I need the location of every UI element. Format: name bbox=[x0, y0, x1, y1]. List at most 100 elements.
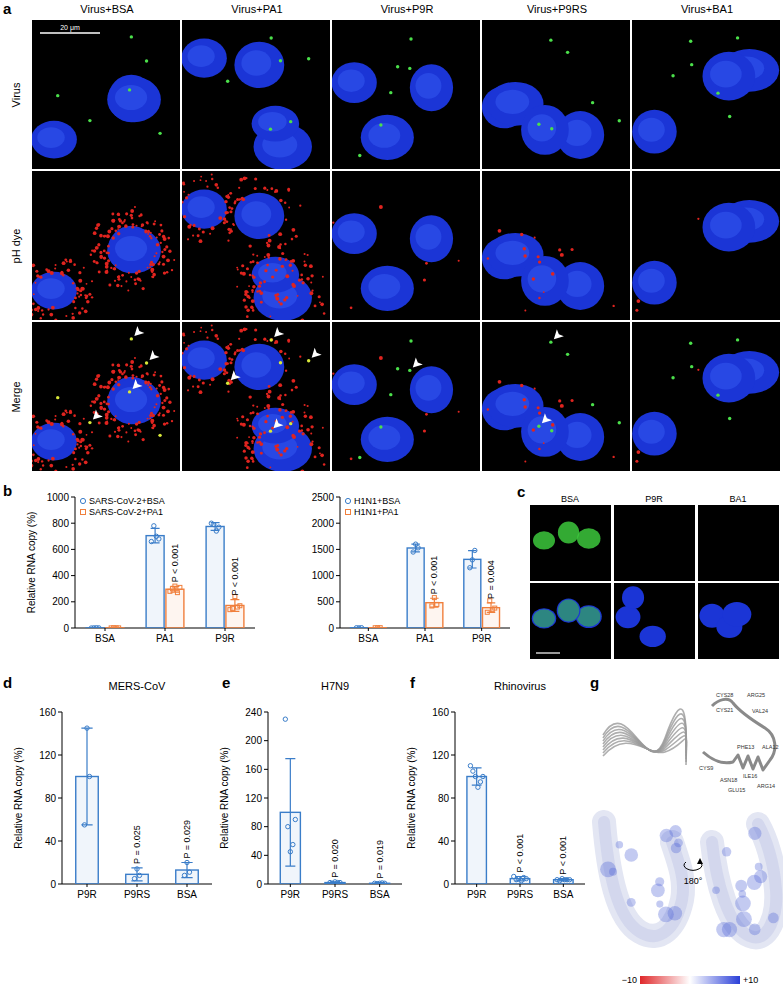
virus-dot bbox=[689, 40, 692, 43]
ph-dot bbox=[138, 270, 141, 273]
ph-dot bbox=[151, 263, 155, 267]
ph-dot bbox=[32, 309, 33, 312]
structure-ribbon bbox=[703, 699, 775, 770]
ph-dot bbox=[537, 255, 540, 258]
ph-dot bbox=[192, 235, 194, 237]
micrograph bbox=[632, 171, 780, 320]
nucleus bbox=[722, 602, 751, 627]
ph-dot bbox=[111, 370, 115, 374]
ph-dot bbox=[243, 299, 246, 302]
micrograph bbox=[530, 583, 611, 659]
ph-dot bbox=[35, 282, 37, 284]
error-bar bbox=[285, 759, 295, 867]
ph-dot bbox=[107, 230, 111, 234]
nucleus bbox=[234, 42, 284, 88]
nucleus-texture bbox=[258, 263, 287, 283]
y-tick bbox=[264, 798, 268, 799]
ph-dot bbox=[76, 288, 79, 291]
ph-dot bbox=[150, 232, 152, 234]
ph-dot bbox=[120, 285, 122, 287]
ph-dot bbox=[132, 374, 135, 377]
y-tick bbox=[264, 884, 268, 885]
ph-dot bbox=[108, 283, 111, 286]
ph-dot bbox=[160, 375, 163, 378]
ph-dot bbox=[125, 212, 128, 215]
y-tick bbox=[71, 601, 75, 602]
ph-dot bbox=[166, 422, 169, 425]
ph-dot bbox=[274, 189, 278, 193]
y-tick-label: 240 bbox=[245, 707, 262, 718]
ph-dot bbox=[103, 386, 106, 389]
y-tick bbox=[264, 826, 268, 827]
ph-dot bbox=[187, 389, 189, 391]
ph-dot bbox=[304, 253, 306, 255]
nucleus-texture bbox=[258, 112, 287, 132]
virus-dot bbox=[279, 361, 282, 364]
ph-dot bbox=[227, 347, 230, 350]
y-tick bbox=[264, 855, 268, 856]
virus-dot bbox=[618, 119, 621, 122]
ph-dot bbox=[167, 388, 170, 391]
nucleus bbox=[622, 586, 644, 609]
virus-dot bbox=[358, 456, 361, 459]
ph-dot bbox=[524, 310, 526, 312]
nucleus-texture bbox=[368, 123, 400, 148]
ph-dot bbox=[35, 270, 38, 273]
ph-dot bbox=[113, 268, 115, 270]
ph-dot bbox=[299, 205, 301, 207]
x-tick-label: P9R bbox=[281, 889, 300, 900]
ph-dot bbox=[242, 423, 246, 427]
virus-dot bbox=[550, 127, 553, 130]
ph-dot bbox=[55, 415, 57, 417]
ph-dot bbox=[285, 447, 288, 450]
data-point bbox=[173, 584, 177, 588]
ph-dot bbox=[280, 453, 283, 456]
ph-dot bbox=[244, 441, 248, 445]
ph-dot bbox=[254, 328, 257, 331]
ph-dot bbox=[171, 269, 173, 271]
ph-dot bbox=[151, 276, 153, 278]
nucleus-texture bbox=[241, 352, 271, 377]
ph-dot bbox=[281, 403, 284, 406]
ph-dot bbox=[697, 218, 699, 220]
y-tick-label: 400 bbox=[52, 570, 69, 581]
ph-dot bbox=[111, 219, 115, 223]
y-tick bbox=[264, 712, 268, 713]
ph-dot bbox=[230, 207, 233, 210]
ph-dot bbox=[248, 285, 250, 287]
ph-dot bbox=[150, 388, 152, 390]
ph-dot bbox=[99, 255, 103, 259]
column-header: Virus+BA1 bbox=[681, 3, 733, 15]
ph-dot bbox=[54, 469, 57, 471]
arrowhead bbox=[134, 326, 144, 336]
ph-dot bbox=[160, 380, 163, 383]
nucleus-texture bbox=[241, 50, 271, 75]
ph-dot bbox=[103, 257, 106, 260]
ph-dot bbox=[107, 245, 110, 248]
ph-dot bbox=[270, 187, 273, 190]
x-tick-label: P9R bbox=[77, 889, 96, 900]
y-axis-label: Relative RNA copy (%) bbox=[219, 747, 230, 849]
virus-dot bbox=[379, 123, 382, 126]
error-bar bbox=[487, 603, 496, 612]
nucleus bbox=[252, 408, 300, 444]
ph-dot bbox=[130, 276, 132, 278]
ph-dot bbox=[534, 237, 536, 239]
ph-dot bbox=[251, 289, 253, 291]
ph-dot bbox=[250, 306, 253, 309]
ph-dot bbox=[95, 261, 98, 264]
ph-dot bbox=[200, 327, 202, 329]
nucleus bbox=[107, 379, 161, 424]
ph-dot bbox=[93, 382, 97, 386]
arrowhead bbox=[133, 379, 143, 389]
y-tick-label: 0 bbox=[256, 879, 262, 890]
ph-dot bbox=[78, 311, 81, 314]
ph-dot bbox=[142, 438, 145, 441]
ph-dot bbox=[60, 272, 64, 276]
figure: abcdefgVirus+BSAVirus+PA1Virus+P9RVirus+… bbox=[0, 0, 783, 1006]
ph-dot bbox=[106, 420, 108, 422]
panel-label: c bbox=[517, 483, 525, 500]
data-point bbox=[283, 717, 287, 721]
ph-dot bbox=[138, 421, 141, 424]
y-tick bbox=[71, 497, 75, 498]
